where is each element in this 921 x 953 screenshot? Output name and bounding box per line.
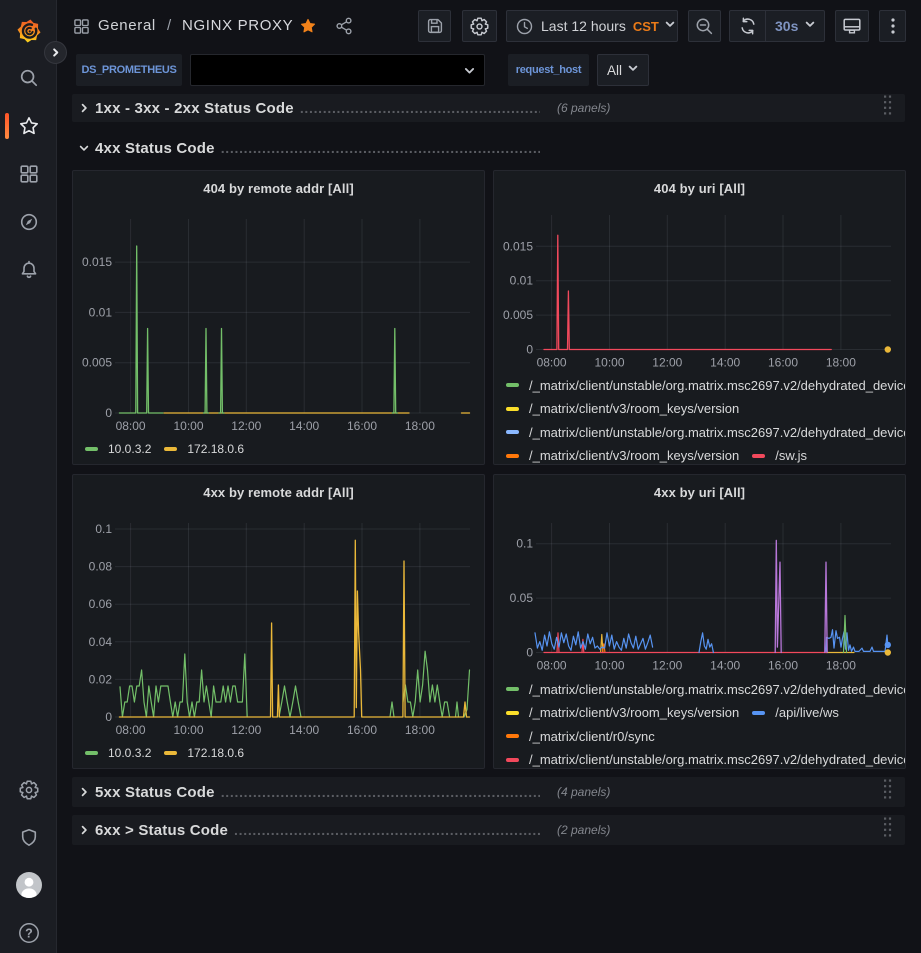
svg-text:16:00: 16:00 — [768, 356, 798, 370]
svg-text:0.01: 0.01 — [510, 274, 534, 288]
svg-text:10:00: 10:00 — [594, 659, 624, 673]
svg-text:0.01: 0.01 — [89, 305, 113, 319]
svg-text:18:00: 18:00 — [405, 723, 435, 737]
svg-text:18:00: 18:00 — [826, 356, 856, 370]
svg-text:0.02: 0.02 — [89, 672, 113, 686]
svg-text:0.005: 0.005 — [82, 356, 112, 370]
svg-text:08:00: 08:00 — [116, 419, 146, 433]
svg-text:0: 0 — [105, 710, 112, 724]
svg-text:08:00: 08:00 — [537, 356, 567, 370]
svg-text:0.04: 0.04 — [89, 635, 113, 649]
svg-text:0: 0 — [526, 343, 533, 357]
svg-text:12:00: 12:00 — [652, 659, 682, 673]
svg-text:10:00: 10:00 — [173, 419, 203, 433]
svg-text:0: 0 — [526, 646, 533, 660]
svg-text:0.005: 0.005 — [503, 308, 533, 322]
svg-text:16:00: 16:00 — [347, 723, 377, 737]
svg-text:0.06: 0.06 — [89, 597, 113, 611]
svg-text:?: ? — [25, 926, 33, 940]
svg-text:08:00: 08:00 — [116, 723, 146, 737]
svg-text:08:00: 08:00 — [537, 659, 567, 673]
svg-text:10:00: 10:00 — [173, 723, 203, 737]
svg-text:0.1: 0.1 — [516, 537, 533, 551]
svg-text:16:00: 16:00 — [347, 419, 377, 433]
svg-text:0.015: 0.015 — [503, 239, 533, 253]
svg-text:12:00: 12:00 — [231, 419, 261, 433]
svg-text:18:00: 18:00 — [826, 659, 856, 673]
svg-text:0.1: 0.1 — [95, 522, 112, 536]
svg-text:14:00: 14:00 — [289, 723, 319, 737]
svg-text:14:00: 14:00 — [289, 419, 319, 433]
svg-text:14:00: 14:00 — [710, 356, 740, 370]
svg-text:12:00: 12:00 — [652, 356, 682, 370]
svg-text:12:00: 12:00 — [231, 723, 261, 737]
svg-text:10:00: 10:00 — [594, 356, 624, 370]
svg-text:16:00: 16:00 — [768, 659, 798, 673]
svg-text:18:00: 18:00 — [405, 419, 435, 433]
svg-text:0: 0 — [105, 406, 112, 420]
svg-text:0.015: 0.015 — [82, 255, 112, 269]
svg-text:14:00: 14:00 — [710, 659, 740, 673]
svg-text:0.08: 0.08 — [89, 560, 113, 574]
svg-text:0.05: 0.05 — [510, 591, 534, 605]
